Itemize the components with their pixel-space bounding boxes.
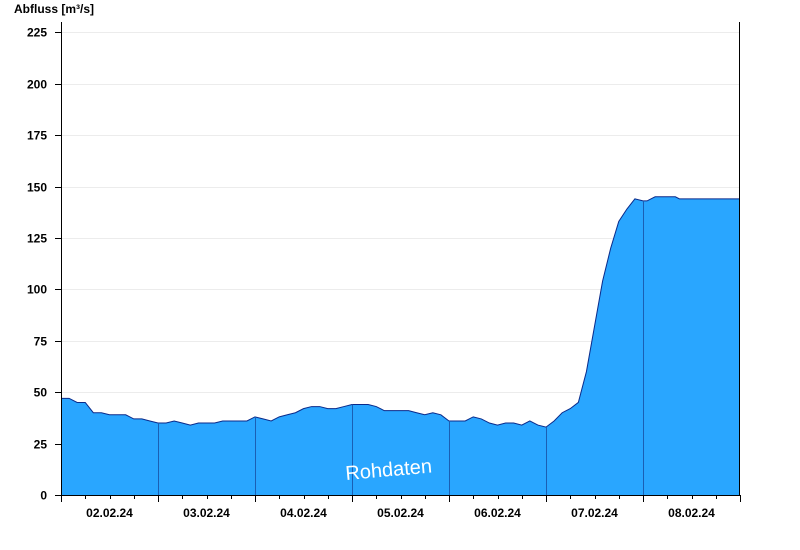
y-tick-label: 25	[34, 438, 48, 452]
y-tick-label: 225	[27, 26, 47, 40]
y-tick-label: 150	[27, 181, 47, 195]
y-tick-label: 100	[27, 283, 47, 297]
discharge-area	[61, 196, 740, 495]
y-tick-label: 75	[34, 335, 48, 349]
y-axis-label: Abfluss [m³/s]	[14, 2, 94, 16]
grid-lines	[61, 32, 740, 445]
x-tick-label: 07.02.24	[571, 506, 618, 520]
x-tick-label: 02.02.24	[86, 506, 133, 520]
x-tick-label: 04.02.24	[280, 506, 327, 520]
x-tick-label: 08.02.24	[668, 506, 715, 520]
axes	[61, 22, 740, 496]
y-tick-label: 125	[27, 232, 47, 246]
x-tick-label: 03.02.24	[183, 506, 230, 520]
y-tick-label: 175	[27, 129, 47, 143]
day-dividers	[158, 200, 644, 495]
y-tick-label: 0	[40, 489, 47, 503]
y-tick-label: 200	[27, 78, 47, 92]
y-tick-label: 50	[34, 386, 48, 400]
x-tick-label: 06.02.24	[474, 506, 521, 520]
discharge-line	[61, 196, 740, 428]
x-tick-label: 05.02.24	[377, 506, 424, 520]
y-axis-ticks: 0 25 50 75 100 125 150 175 200 225	[27, 26, 61, 503]
x-axis-ticks: 02.02.24 03.02.24 04.02.24 05.02.24 06.02.24…	[61, 495, 741, 520]
